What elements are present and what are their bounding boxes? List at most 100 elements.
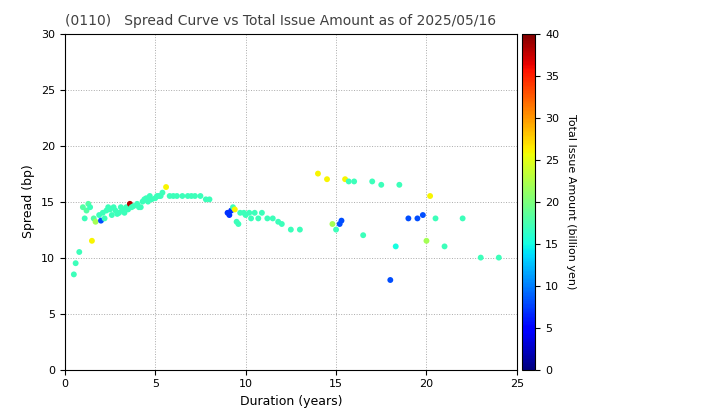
Point: [330, 226, 342, 233]
Point: [113, 210, 125, 216]
Point: [102, 204, 114, 210]
Point: [243, 210, 255, 216]
Point: [261, 215, 273, 222]
Point: [108, 204, 120, 210]
Point: [204, 196, 215, 203]
Point: [86, 237, 98, 244]
Point: [430, 215, 441, 222]
Point: [390, 243, 402, 250]
Point: [327, 220, 338, 227]
Point: [157, 189, 168, 196]
Point: [348, 178, 360, 185]
Point: [339, 176, 351, 183]
Point: [115, 204, 127, 210]
Point: [186, 193, 197, 199]
Point: [229, 206, 240, 213]
Point: [334, 220, 346, 227]
Point: [94, 212, 105, 218]
Point: [124, 200, 135, 207]
Point: [267, 215, 279, 222]
Y-axis label: Spread (bp): Spread (bp): [22, 165, 35, 239]
Point: [171, 193, 183, 199]
Point: [137, 198, 148, 205]
Point: [140, 195, 152, 202]
Point: [101, 207, 112, 214]
Point: [417, 212, 428, 218]
Point: [73, 249, 85, 255]
Point: [68, 271, 80, 278]
Point: [343, 178, 354, 185]
Point: [84, 204, 96, 210]
Point: [384, 277, 396, 284]
Point: [106, 212, 117, 218]
Point: [233, 220, 244, 227]
Point: [168, 193, 179, 199]
Point: [366, 178, 378, 185]
Point: [224, 212, 235, 218]
Point: [424, 193, 436, 199]
Point: [276, 220, 287, 227]
Point: [176, 193, 188, 199]
Point: [77, 204, 89, 210]
Point: [376, 181, 387, 188]
Point: [238, 210, 250, 216]
Point: [336, 217, 347, 224]
Point: [231, 218, 243, 225]
Point: [133, 204, 145, 210]
Point: [253, 215, 264, 222]
Point: [81, 207, 92, 214]
Point: [222, 210, 233, 216]
Point: [438, 243, 450, 250]
Point: [135, 204, 146, 210]
Point: [228, 204, 239, 210]
Point: [153, 193, 165, 199]
Point: [155, 193, 166, 199]
Point: [95, 217, 107, 224]
Point: [117, 206, 128, 213]
Point: [225, 207, 237, 214]
Point: [119, 210, 130, 216]
Point: [312, 170, 324, 177]
Point: [420, 237, 432, 244]
Point: [97, 210, 109, 216]
Point: [83, 200, 94, 207]
Point: [126, 204, 138, 210]
Point: [70, 260, 81, 267]
Point: [99, 215, 110, 222]
Point: [272, 218, 284, 225]
Point: [412, 215, 423, 222]
Point: [475, 254, 487, 261]
Point: [235, 210, 246, 216]
Point: [194, 193, 206, 199]
Point: [79, 215, 91, 222]
Point: [109, 207, 121, 214]
Point: [189, 193, 201, 199]
Point: [249, 210, 261, 216]
Point: [122, 206, 134, 213]
Point: [321, 176, 333, 183]
Point: [151, 193, 163, 199]
Point: [144, 193, 156, 199]
Point: [285, 226, 297, 233]
Point: [294, 226, 306, 233]
Point: [200, 196, 212, 203]
Point: [402, 215, 414, 222]
Point: [90, 218, 102, 225]
Point: [164, 193, 176, 199]
Point: [256, 210, 268, 216]
Point: [131, 200, 143, 207]
Point: [182, 193, 194, 199]
Point: [127, 203, 139, 210]
Point: [88, 215, 99, 222]
Text: (0110)   Spread Curve vs Total Issue Amount as of 2025/05/16: (0110) Spread Curve vs Total Issue Amoun…: [65, 14, 496, 28]
Point: [120, 204, 132, 210]
Point: [143, 198, 154, 205]
Point: [246, 215, 257, 222]
Point: [112, 210, 123, 217]
Point: [357, 232, 369, 239]
Point: [394, 181, 405, 188]
Point: [493, 254, 505, 261]
Point: [104, 206, 116, 213]
Point: [161, 184, 172, 190]
Y-axis label: Total Issue Amount (billion yen): Total Issue Amount (billion yen): [566, 114, 576, 289]
